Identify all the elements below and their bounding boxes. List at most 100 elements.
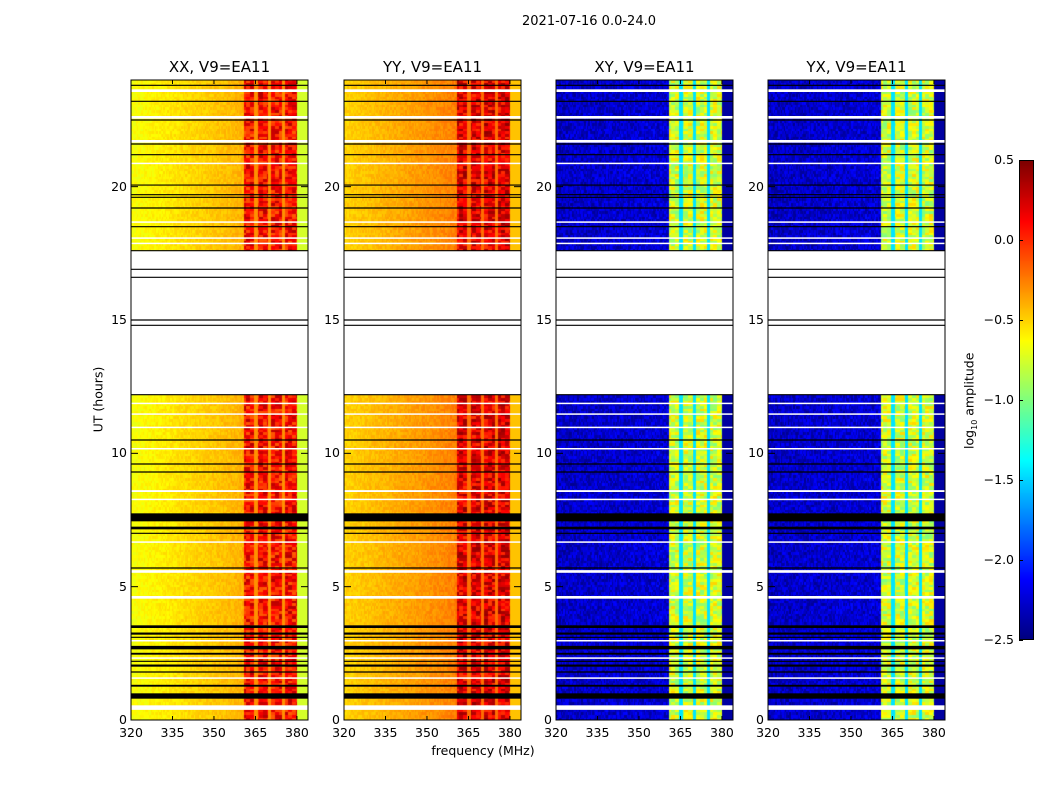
flag-band <box>768 526 945 530</box>
x-tick-label: 350 <box>202 725 226 740</box>
no-data-band <box>131 570 308 573</box>
no-data-band <box>556 250 733 395</box>
no-data-band <box>768 413 945 415</box>
flag-band <box>768 684 945 687</box>
flag-band <box>556 632 733 635</box>
no-data-band <box>344 162 521 165</box>
colorbar-tick-label: −1.0 <box>983 392 1014 407</box>
y-tick-label: 15 <box>324 312 340 327</box>
colorbar-label-sub: 10 <box>969 419 979 430</box>
no-data-band <box>131 498 308 501</box>
no-data-band <box>556 498 733 501</box>
heatmap-cells <box>768 80 945 720</box>
y-tick-label: 10 <box>324 445 340 461</box>
no-data-band <box>556 596 733 599</box>
colorbar-tick-label: −1.5 <box>983 472 1014 487</box>
no-data-band <box>556 402 733 405</box>
x-tick-label: 350 <box>415 725 439 740</box>
y-tick-label: 5 <box>119 578 127 594</box>
x-tick-label: 350 <box>839 725 863 740</box>
no-data-band <box>344 242 521 245</box>
flag-band <box>768 645 945 650</box>
colorbar-tick <box>1019 480 1023 481</box>
no-data-band <box>344 221 521 223</box>
no-data-band <box>556 140 733 143</box>
colorbar-tick-label: −2.0 <box>983 552 1014 567</box>
no-data-band <box>556 426 733 429</box>
x-tick-label: 365 <box>880 725 905 740</box>
flag-band <box>556 513 733 522</box>
no-data-band <box>768 242 945 245</box>
flag-band <box>344 645 521 650</box>
colorbar-tick <box>1019 320 1023 321</box>
no-data-band <box>344 250 521 395</box>
no-data-band <box>768 140 945 143</box>
flag-band <box>131 526 308 530</box>
flag-band <box>131 513 308 522</box>
colorbar-tick <box>1019 640 1023 641</box>
no-data-band <box>344 677 521 679</box>
x-tick-label: 365 <box>243 725 268 740</box>
no-data-band <box>131 640 308 642</box>
colorbar-tick-label: 0.0 <box>994 232 1014 247</box>
flag-band <box>768 625 945 628</box>
x-axis-label: frequency (MHz) <box>431 743 535 758</box>
x-tick-label: 320 <box>756 725 780 740</box>
y-tick-label: 5 <box>756 578 764 594</box>
no-data-band <box>768 498 945 501</box>
no-data-band <box>344 237 521 239</box>
no-data-band <box>768 448 945 450</box>
no-data-band <box>344 705 521 710</box>
heatmap-panel-2 <box>555 79 734 721</box>
y-tick-label: 5 <box>332 578 340 594</box>
no-data-band <box>344 570 521 573</box>
colorbar-label-log: log <box>961 429 977 449</box>
y-tick-label: 0 <box>756 712 764 727</box>
x-tick-label: 320 <box>544 725 568 740</box>
panel-title: YX, V9=EA11 <box>806 58 907 76</box>
colorbar-tick-label: −0.5 <box>983 312 1014 327</box>
flag-band <box>768 513 945 522</box>
x-tick-label: 365 <box>668 725 693 740</box>
no-data-band <box>131 237 308 239</box>
panel-overlay <box>130 79 309 721</box>
no-data-band <box>344 657 521 659</box>
flag-band <box>344 513 521 522</box>
x-tick-label: 380 <box>710 725 734 740</box>
no-data-band <box>768 250 945 395</box>
panel-title: XY, V9=EA11 <box>594 58 695 76</box>
no-data-band <box>768 426 945 429</box>
y-tick-label: 10 <box>536 445 552 461</box>
panel-overlay <box>555 79 734 721</box>
colorbar-tick <box>1019 400 1023 401</box>
no-data-band <box>556 221 733 223</box>
no-data-band <box>344 596 521 599</box>
flag-band <box>344 632 521 635</box>
colorbar-tick <box>1019 160 1023 161</box>
no-data-band <box>131 140 308 143</box>
no-data-band <box>768 596 945 599</box>
flag-band <box>344 652 521 655</box>
y-tick-label: 15 <box>111 312 127 327</box>
no-data-band <box>556 705 733 710</box>
no-data-band <box>131 657 308 659</box>
no-data-band <box>768 402 945 405</box>
flag-band <box>131 632 308 635</box>
no-data-band <box>344 116 521 119</box>
no-data-band <box>768 677 945 679</box>
no-data-band <box>556 677 733 679</box>
y-tick-label: 10 <box>111 445 127 461</box>
flag-band <box>556 652 733 655</box>
flag-band <box>768 664 945 667</box>
y-tick-label: 10 <box>748 445 764 461</box>
no-data-band <box>556 640 733 642</box>
no-data-band <box>344 541 521 543</box>
panel-title: XX, V9=EA11 <box>168 58 271 76</box>
no-data-band <box>344 89 521 92</box>
no-data-band <box>131 242 308 245</box>
flag-band <box>344 693 521 699</box>
x-tick-label: 350 <box>627 725 651 740</box>
y-tick-label: 20 <box>111 178 127 194</box>
no-data-band <box>768 116 945 119</box>
no-data-band <box>131 250 308 395</box>
